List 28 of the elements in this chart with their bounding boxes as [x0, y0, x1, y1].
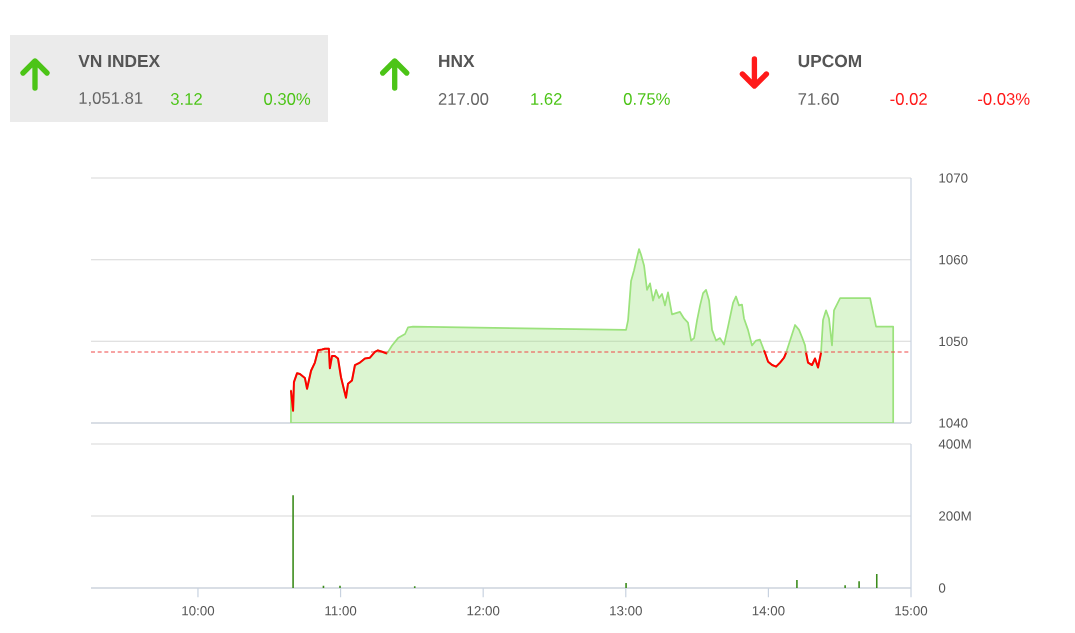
text: 71.60	[798, 93, 839, 105]
y-tick-label: 1070	[939, 173, 968, 183]
y-tick-label: 200M	[939, 511, 971, 521]
text: 3.12	[170, 93, 202, 105]
y-tick-label: 400M	[938, 439, 971, 449]
text: VN INDEX	[78, 55, 160, 67]
y-tick-label: 1060	[939, 254, 968, 265]
line-series	[805, 351, 823, 369]
x-tick-label: 10:00	[182, 606, 215, 616]
text: 1,051.81	[79, 92, 143, 106]
y-tick-label: 1050	[939, 336, 968, 347]
x-tick-label: 15:00	[895, 606, 928, 616]
y-tick-label: 1040	[939, 418, 968, 428]
text: 217.00	[438, 93, 489, 105]
x-tick-label: 11:00	[325, 606, 357, 616]
line-series	[289, 347, 388, 412]
x-tick-label: 14:00	[752, 606, 785, 616]
text: 1.62	[531, 93, 562, 105]
text: 0.75%	[623, 93, 670, 105]
x-tick-label: 13:00	[610, 606, 642, 616]
text: -0.02	[890, 93, 927, 105]
text: 0.30%	[264, 93, 311, 105]
text: UPCOM	[798, 54, 862, 68]
x-tick-label: 12:00	[467, 606, 500, 616]
text: HNX	[439, 55, 475, 67]
text: -0.03%	[978, 93, 1030, 105]
line-series	[762, 349, 788, 368]
y-tick-label: 0	[938, 583, 946, 593]
